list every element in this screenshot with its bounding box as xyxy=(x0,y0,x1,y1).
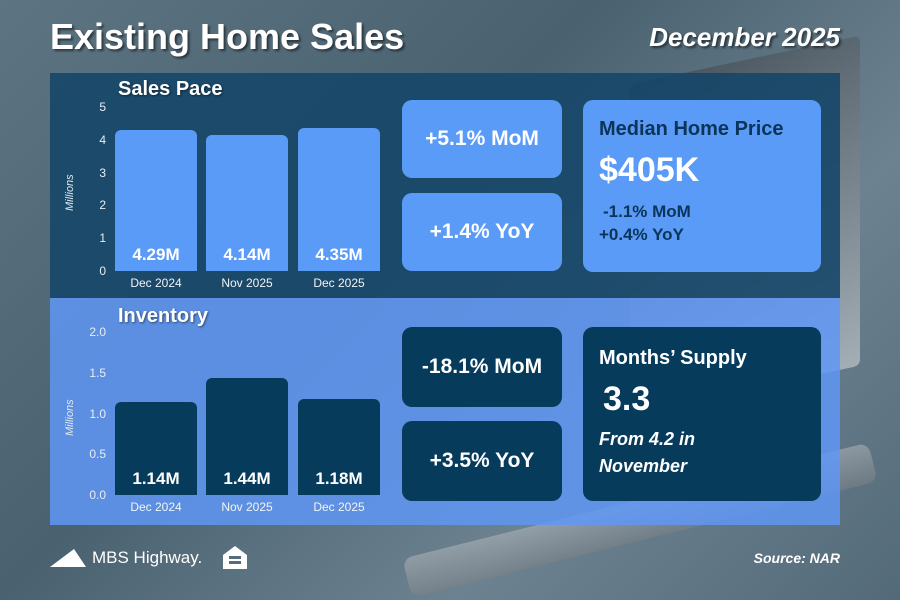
y-tick-label: 1.5 xyxy=(89,365,106,380)
bar xyxy=(206,377,288,495)
source-label: Source: NAR xyxy=(753,550,840,566)
x-category-label: Dec 2024 xyxy=(130,500,182,514)
x-category-label: Nov 2025 xyxy=(221,276,273,290)
y-tick-label: 2 xyxy=(99,198,106,213)
sales-mom-box: +5.1% MoM xyxy=(402,100,562,178)
inventory-yoy: +3.5% YoY xyxy=(429,449,535,472)
bar xyxy=(298,128,380,271)
inventory-mom-box: -18.1% MoM xyxy=(402,327,562,407)
y-axis-label: Millions xyxy=(64,398,76,436)
median-price-mom: -1.1% MoM xyxy=(603,202,691,221)
months-supply-note-month: November xyxy=(599,456,688,476)
x-category-label: Dec 2025 xyxy=(313,276,365,290)
inventory-yoy-box: +3.5% YoY xyxy=(402,421,562,501)
bar xyxy=(115,130,197,271)
report-date: December 2025 xyxy=(649,22,840,52)
median-price-yoy: +0.4% YoY xyxy=(599,225,684,244)
months-supply-title: Months’ Supply xyxy=(599,347,747,369)
bar-value-label: 1.18M xyxy=(315,469,363,488)
brand-name: MBS Highway. xyxy=(92,548,203,567)
x-category-label: Nov 2025 xyxy=(221,500,273,514)
median-price-value: $405K xyxy=(599,151,700,189)
equal-housing-icon xyxy=(223,546,248,569)
sales-mom: +5.1% MoM xyxy=(425,127,539,150)
bar-value-label: 4.14M xyxy=(223,245,271,264)
sales-yoy: +1.4% YoY xyxy=(429,220,535,243)
inventory-title: Inventory xyxy=(118,305,209,327)
bar-value-label: 1.14M xyxy=(132,469,180,488)
y-axis-label: Millions xyxy=(64,174,76,211)
y-tick-label: 4 xyxy=(99,132,106,147)
median-price-title: Median Home Price xyxy=(599,118,784,140)
bar-value-label: 1.44M xyxy=(223,469,271,488)
bar xyxy=(206,135,288,271)
bar-value-label: 4.35M xyxy=(315,245,363,264)
bar xyxy=(298,398,380,495)
y-tick-label: 1.0 xyxy=(89,406,106,421)
median-price-box: Median Home Price $405K -1.1% MoM +0.4% … xyxy=(583,100,821,272)
sales-yoy-box: +1.4% YoY xyxy=(402,193,562,271)
y-tick-label: 0.0 xyxy=(89,488,106,502)
page-title: Existing Home Sales xyxy=(50,16,405,57)
mountain-logo-icon xyxy=(50,549,86,567)
y-tick-label: 1 xyxy=(99,231,106,246)
bar-value-label: 4.29M xyxy=(132,245,180,264)
sales-pace-title: Sales Pace xyxy=(118,78,223,100)
x-category-label: Dec 2025 xyxy=(313,500,365,514)
inventory-mom: -18.1% MoM xyxy=(421,355,543,378)
months-supply-box: Months’ Supply 3.3 From 4.2 in November xyxy=(583,327,821,501)
months-supply-note: From 4.2 in xyxy=(599,429,696,449)
mbs-highway-logo: MBS Highway. xyxy=(50,545,248,571)
y-tick-label: 0 xyxy=(99,264,106,278)
x-category-label: Dec 2024 xyxy=(130,276,182,290)
bar xyxy=(115,402,197,495)
y-tick-label: 3 xyxy=(99,165,106,180)
months-supply-value: 3.3 xyxy=(603,380,651,418)
y-tick-label: 0.5 xyxy=(89,447,106,462)
y-tick-label: 2.0 xyxy=(89,325,106,339)
y-tick-label: 5 xyxy=(99,100,106,114)
